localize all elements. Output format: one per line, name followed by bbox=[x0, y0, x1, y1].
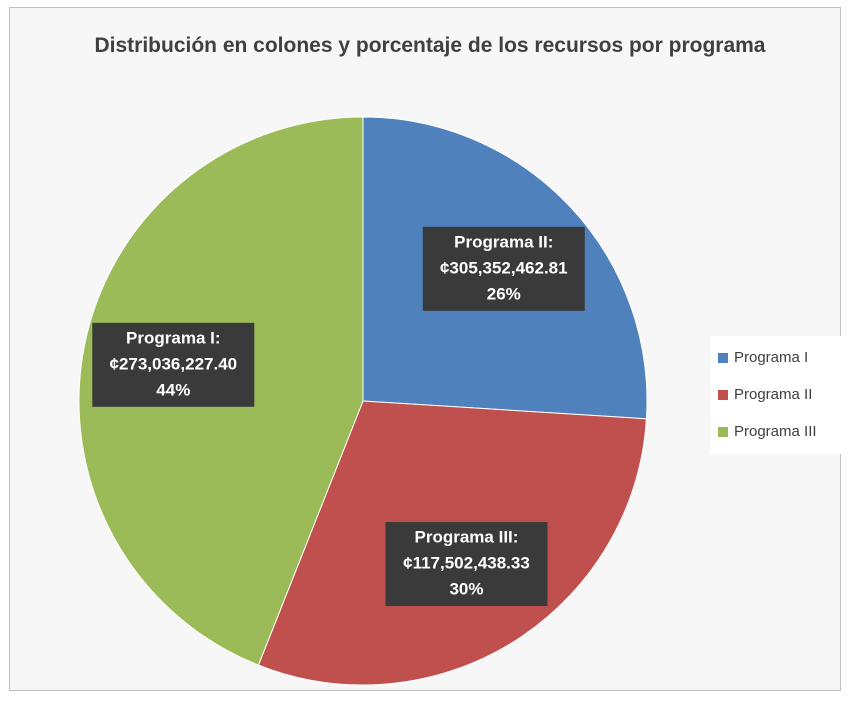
data-label-box bbox=[92, 322, 255, 407]
data-label-amount: ¢273,036,227.40 bbox=[109, 354, 237, 373]
legend-label: Programa II bbox=[734, 386, 812, 403]
data-label-amount: ¢117,502,438.33 bbox=[403, 554, 530, 573]
data-label-name: Programa III: bbox=[415, 528, 519, 547]
data-label-percent: 30% bbox=[449, 580, 483, 599]
legend-swatch bbox=[718, 353, 728, 363]
data-label-percent: 44% bbox=[156, 380, 190, 399]
data-label-box bbox=[422, 226, 585, 311]
legend-box bbox=[710, 336, 842, 454]
data-label-box bbox=[385, 522, 548, 607]
data-label-name: Programa II: bbox=[454, 232, 553, 251]
data-label-amount: ¢305,352,462.81 bbox=[440, 258, 568, 277]
legend-swatch bbox=[718, 390, 728, 400]
data-label-name: Programa I: bbox=[126, 328, 220, 347]
chart-title: Distribución en colones y porcentaje de … bbox=[94, 34, 766, 57]
legend-swatch bbox=[718, 427, 728, 437]
data-label-percent: 26% bbox=[487, 284, 521, 303]
legend-label: Programa III bbox=[734, 423, 817, 440]
legend-label: Programa I bbox=[734, 349, 808, 366]
